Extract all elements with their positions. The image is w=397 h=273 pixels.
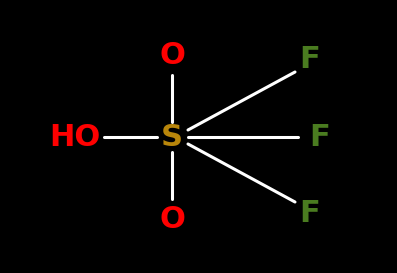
Text: O: O [159, 40, 185, 70]
Text: HO: HO [49, 123, 100, 152]
Text: S: S [161, 123, 183, 152]
Text: O: O [159, 204, 185, 233]
Text: F: F [300, 200, 320, 229]
Text: F: F [300, 46, 320, 75]
Text: F: F [310, 123, 330, 152]
